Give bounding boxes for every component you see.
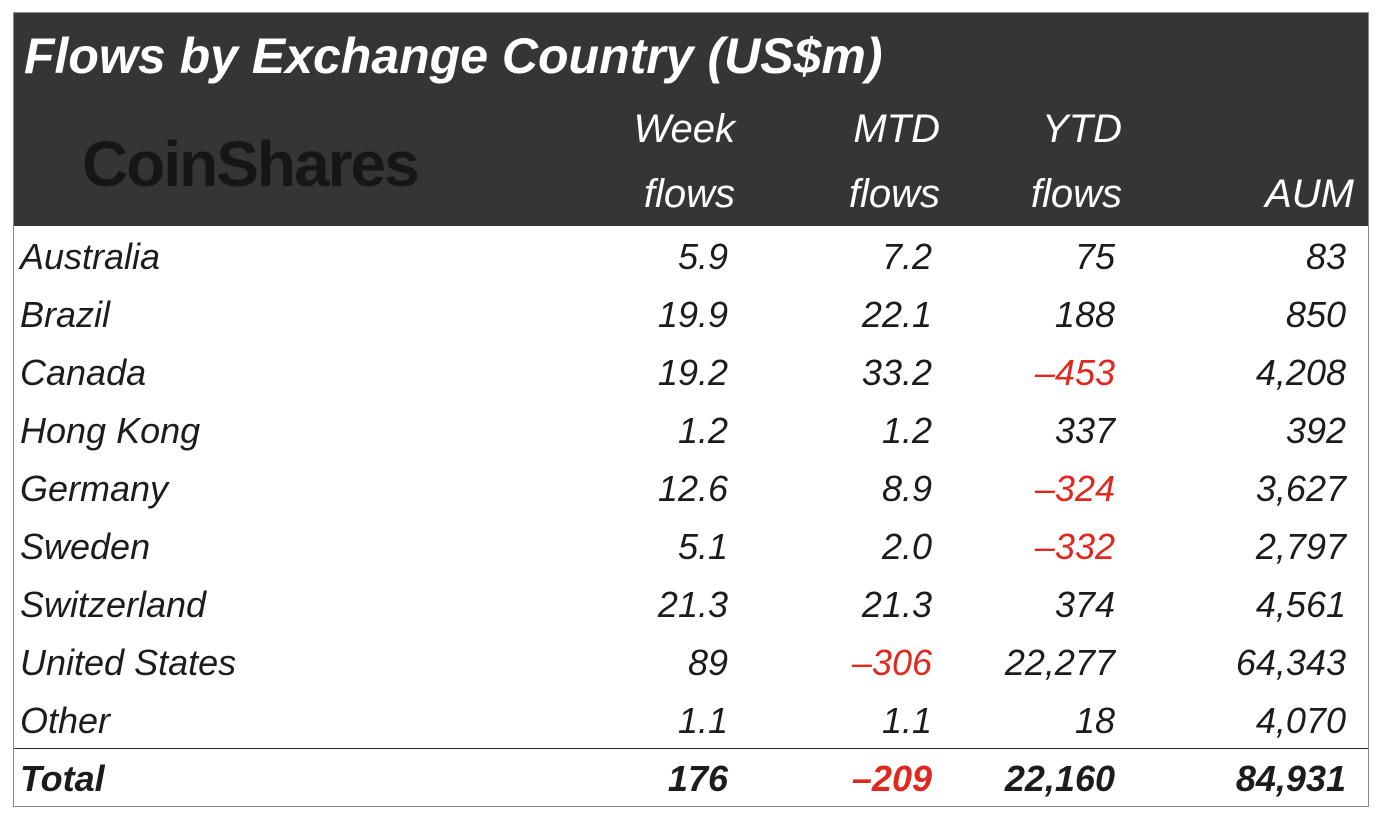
week-value: 5.1 (677, 526, 728, 567)
header-mtd-line1: MTD (853, 107, 940, 151)
mtd-value: 8.9 (881, 468, 932, 509)
mtd-value: 22.1 (861, 294, 932, 335)
total-mtd: –209 (851, 758, 932, 799)
ytd-value: 18 (1074, 700, 1115, 741)
mtd-value: 7.2 (881, 236, 932, 277)
aum-value: 2,797 (1255, 526, 1346, 567)
total-aum: 84,931 (1235, 758, 1346, 799)
table-row: Australia 5.9 7.2 75 83 (14, 226, 1368, 284)
table-row: Other 1.1 1.1 18 4,070 (14, 690, 1368, 748)
ytd-value: –453 (1034, 352, 1115, 393)
aum-value: 3,627 (1255, 468, 1346, 509)
ytd-value: 337 (1054, 410, 1115, 451)
ytd-value: –324 (1034, 468, 1115, 509)
country-name: Sweden (20, 526, 151, 567)
table-row: Canada 19.2 33.2 –453 4,208 (14, 342, 1368, 400)
week-value: 12.6 (657, 468, 728, 509)
mtd-value: 1.2 (881, 410, 932, 451)
week-value: 5.9 (677, 236, 728, 277)
table-row: Hong Kong 1.2 1.2 337 392 (14, 400, 1368, 458)
total-week: 176 (667, 758, 728, 799)
table-row: United States 89 –306 22,277 64,343 (14, 632, 1368, 690)
ytd-value: 188 (1054, 294, 1115, 335)
total-label: Total (20, 758, 105, 799)
ytd-value: 22,277 (1004, 642, 1115, 683)
ytd-value: 75 (1074, 236, 1115, 277)
table-row: Sweden 5.1 2.0 –332 2,797 (14, 516, 1368, 574)
header-mtd-line2: flows (848, 172, 940, 216)
week-value: 89 (687, 642, 728, 683)
mtd-value: –306 (851, 642, 932, 683)
header-ytd-line1: YTD (1042, 107, 1122, 151)
table-header: Flows by Exchange Country (US$m) CoinSha… (14, 13, 1368, 226)
ytd-value: –332 (1034, 526, 1115, 567)
table-title: Flows by Exchange Country (US$m) (24, 28, 883, 84)
header-week-line2: flows (643, 172, 735, 216)
week-value: 1.1 (677, 700, 728, 741)
country-name: Other (20, 700, 111, 741)
country-name: United States (20, 642, 237, 683)
week-value: 1.2 (677, 410, 728, 451)
aum-value: 850 (1285, 294, 1346, 335)
aum-value: 83 (1305, 236, 1346, 277)
coinshares-logo: CoinShares (82, 128, 420, 200)
country-name: Canada (20, 352, 147, 393)
ytd-value: 374 (1054, 584, 1115, 625)
country-name: Germany (20, 468, 169, 509)
mtd-value: 2.0 (881, 526, 932, 567)
total-divider (14, 748, 1368, 749)
total-row: Total 176 –209 22,160 84,931 (14, 749, 1368, 806)
header-ytd-line2: flows (1030, 172, 1122, 216)
country-name: Brazil (20, 294, 111, 335)
week-value: 19.9 (657, 294, 728, 335)
mtd-value: 1.1 (881, 700, 932, 741)
country-name: Australia (20, 236, 161, 277)
country-name: Hong Kong (20, 410, 201, 451)
table-row: Germany 12.6 8.9 –324 3,627 (14, 458, 1368, 516)
aum-value: 4,070 (1255, 700, 1346, 741)
table-body: Australia 5.9 7.2 75 83 Brazil 19.9 22.1 188 850 C… (14, 226, 1368, 748)
flows-table: Flows by Exchange Country (US$m) CoinSha… (13, 12, 1369, 807)
aum-value: 64,343 (1235, 642, 1346, 683)
aum-value: 4,208 (1255, 352, 1346, 393)
total-ytd: 22,160 (1004, 758, 1115, 799)
table-row: Switzerland 21.3 21.3 374 4,561 (14, 574, 1368, 632)
header-aum-line2: AUM (1265, 172, 1354, 216)
week-value: 19.2 (657, 352, 728, 393)
week-value: 21.3 (657, 584, 728, 625)
aum-value: 392 (1285, 410, 1346, 451)
aum-value: 4,561 (1255, 584, 1346, 625)
country-name: Switzerland (20, 584, 207, 625)
header-week-line1: Week (633, 107, 735, 151)
mtd-value: 21.3 (861, 584, 932, 625)
table-row: Brazil 19.9 22.1 188 850 (14, 284, 1368, 342)
mtd-value: 33.2 (861, 352, 932, 393)
